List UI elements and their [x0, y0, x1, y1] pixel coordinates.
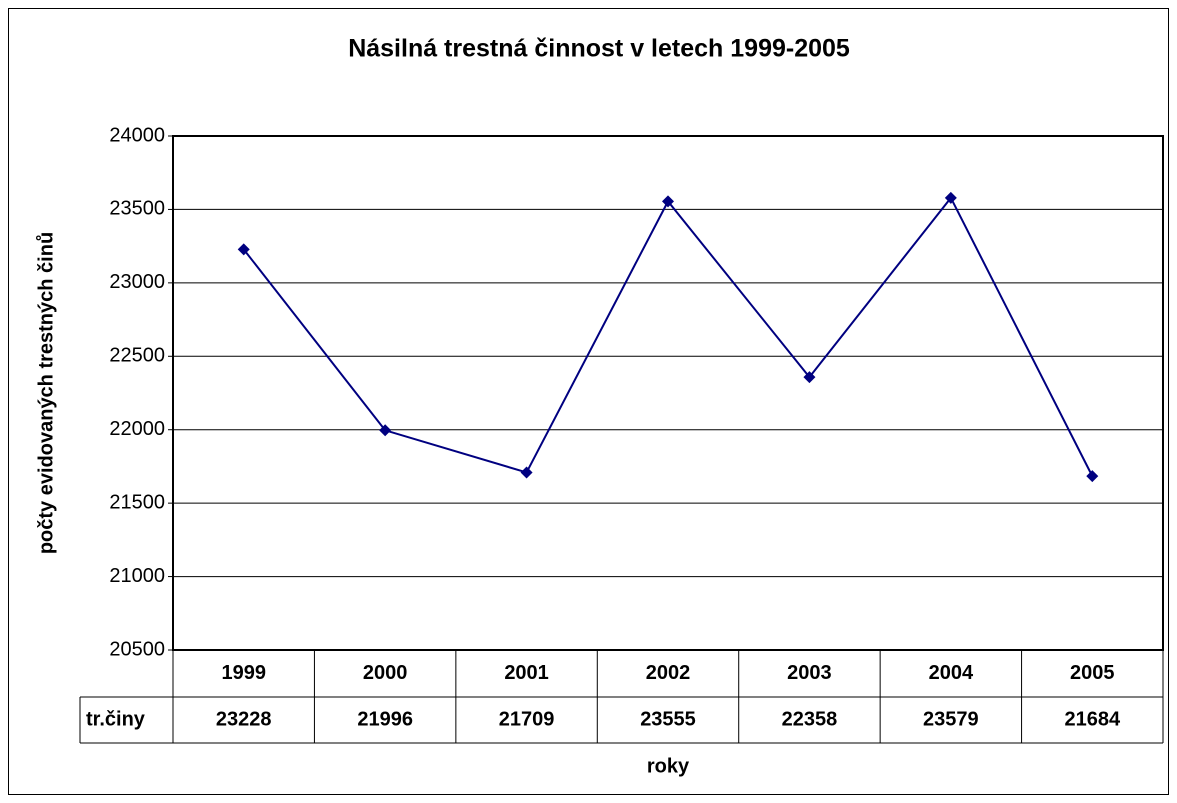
data-table-value: 22358 — [782, 708, 838, 730]
x-tick-label: 2004 — [929, 662, 974, 684]
data-table-value: 23555 — [640, 708, 696, 730]
x-tick-label: 2001 — [504, 662, 549, 684]
x-axis-label: roky — [647, 755, 690, 777]
y-tick-label: 21000 — [109, 565, 165, 587]
y-tick-label: 23000 — [109, 271, 165, 293]
data-table-value: 21709 — [499, 708, 555, 730]
x-tick-label: 2000 — [363, 662, 408, 684]
y-tick-label: 22000 — [109, 418, 165, 440]
x-tick-label: 2005 — [1070, 662, 1115, 684]
marker — [237, 243, 250, 256]
marker — [803, 371, 816, 384]
marker — [379, 424, 392, 437]
y-tick-label: 24000 — [109, 124, 165, 146]
y-tick-label: 21500 — [109, 491, 165, 513]
legend-label: tr.činy — [86, 708, 146, 730]
y-axis-label: počty evidovaných trestných činů — [35, 232, 57, 554]
data-table-value: 23579 — [923, 708, 979, 730]
x-tick-label: 2002 — [646, 662, 691, 684]
plot-area — [172, 135, 1164, 651]
marker — [520, 466, 533, 479]
chart-title: Násilná trestná činnost v letech 1999-20… — [348, 35, 850, 63]
chart-frame — [8, 8, 1169, 795]
x-tick-label: 1999 — [221, 662, 266, 684]
marker — [662, 195, 674, 208]
marker — [1086, 470, 1099, 483]
marker — [944, 191, 957, 204]
data-table-value: 21684 — [1064, 708, 1120, 730]
y-tick-label: 23500 — [109, 198, 165, 220]
y-tick-label: 20500 — [109, 638, 165, 660]
y-tick-label: 22500 — [109, 345, 165, 367]
data-table-value: 21996 — [357, 708, 413, 730]
x-tick-label: 2003 — [787, 662, 832, 684]
data-table-value: 23228 — [216, 708, 272, 730]
